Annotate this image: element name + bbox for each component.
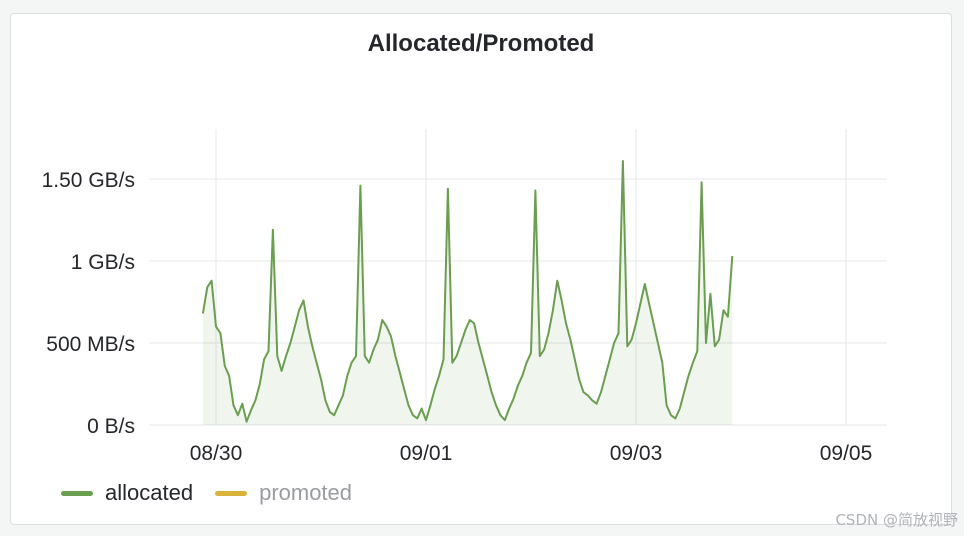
- y-tick-label: 1.50 GB/s: [42, 169, 135, 192]
- y-tick-label: 0 B/s: [87, 415, 135, 438]
- x-tick-label: 08/30: [190, 442, 243, 465]
- series-allocated-line: [201, 160, 734, 423]
- legend-swatch-allocated: [61, 490, 93, 496]
- y-tick-label: 500 MB/s: [46, 333, 135, 356]
- legend-label-promoted: promoted: [259, 480, 353, 505]
- x-tick-label: 09/05: [820, 442, 873, 465]
- watermark: CSDN @简放视野: [835, 511, 958, 529]
- legend-label-allocated: allocated: [105, 480, 194, 505]
- series-allocated-area: [202, 161, 733, 425]
- panel-title: Allocated/Promoted: [367, 30, 595, 57]
- legend-item-promoted[interactable]: promoted: [215, 480, 352, 506]
- y-axis: 0 B/s 500 MB/s 1 GB/s 1.50 GB/s: [42, 169, 135, 438]
- legend-item-allocated[interactable]: allocated: [61, 480, 193, 506]
- x-tick-label: 09/03: [610, 442, 663, 465]
- chart-panel: Allocated/Promoted 0 B/s 500 MB/s 1 GB/s 1.…: [10, 13, 952, 525]
- legend-swatch-promoted: [215, 490, 248, 496]
- legend: allocated promoted: [61, 480, 374, 506]
- x-tick-label: 09/01: [400, 442, 453, 465]
- x-axis: 08/30 09/01 09/03 09/05: [190, 442, 873, 465]
- y-tick-label: 1 GB/s: [71, 251, 135, 274]
